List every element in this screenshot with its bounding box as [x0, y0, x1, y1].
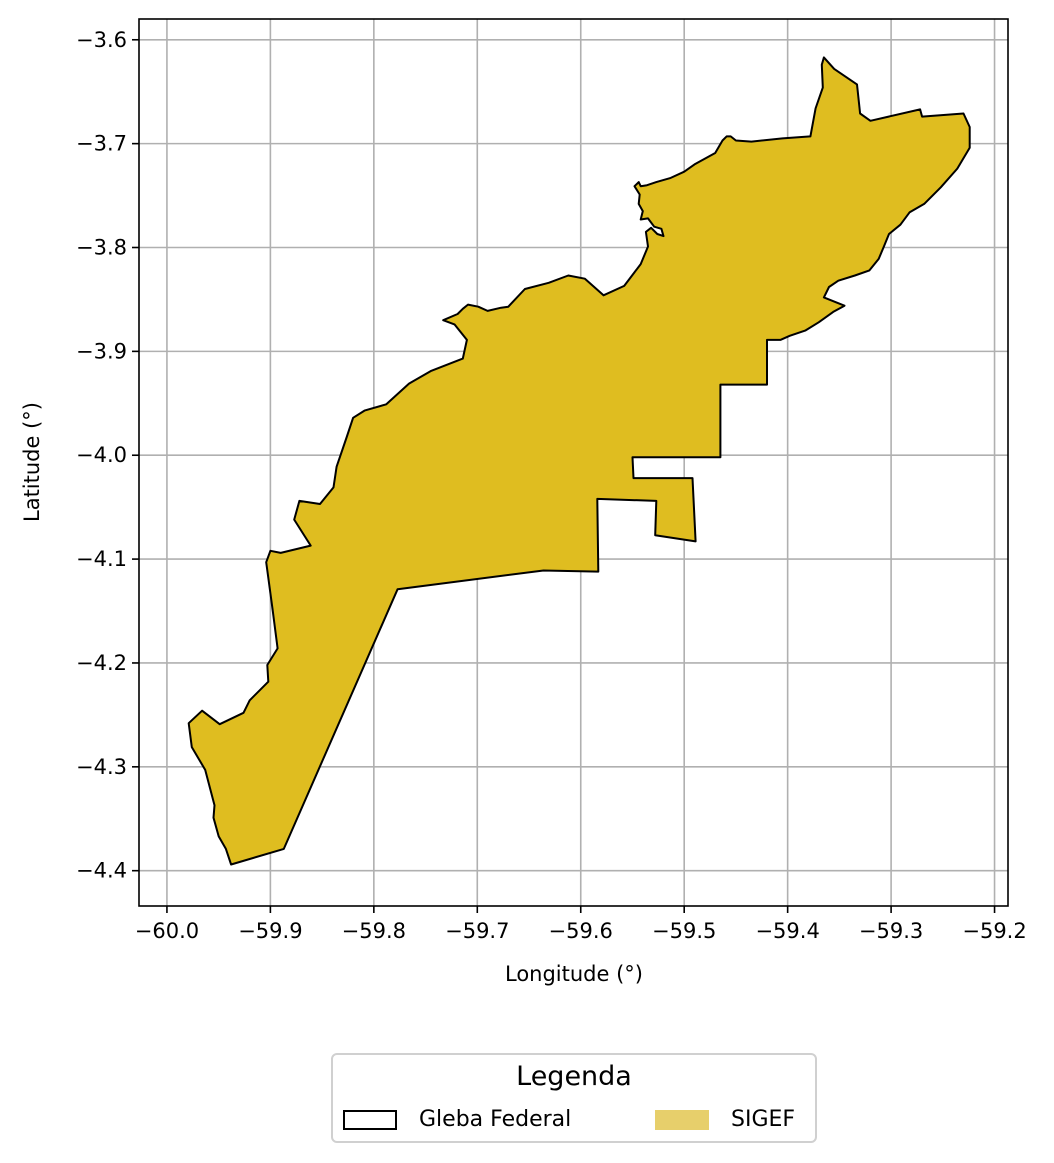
y-tick-label: −4.4 [76, 859, 127, 883]
legend-item-gleba-federal: Gleba Federal [343, 1107, 571, 1132]
x-tick-label: −59.8 [342, 919, 406, 943]
legend-items: Gleba Federal SIGEF [343, 1107, 805, 1137]
axes-frame [138, 18, 1009, 907]
legend-label: Gleba Federal [419, 1107, 572, 1132]
y-axis-label: Latitude (°) [20, 402, 44, 522]
legend-swatch-fill [655, 1109, 709, 1130]
x-tick-label: −59.9 [238, 919, 302, 943]
x-tick-label: −59.7 [445, 919, 509, 943]
x-tick-label: −59.5 [652, 919, 716, 943]
x-axis-ticks: −60.0 −59.9 −59.8 −59.7 −59.6 −59.5 −59.4 −59.3… [135, 906, 1027, 943]
y-tick-label: −3.6 [76, 28, 127, 52]
legend-label: SIGEF [731, 1107, 796, 1132]
y-tick-label: −4.2 [76, 651, 127, 675]
y-tick-label: −3.9 [76, 339, 127, 363]
y-tick-label: −3.7 [76, 132, 127, 156]
x-tick-label: −60.0 [135, 919, 199, 943]
x-tick-label: −59.6 [549, 919, 613, 943]
x-axis-label: Longitude (°) [505, 962, 643, 986]
x-tick-label: −59.2 [962, 919, 1026, 943]
legend-title: Legenda [516, 1061, 632, 1092]
map-region-polygon [187, 56, 971, 866]
y-tick-label: −4.1 [76, 547, 127, 571]
x-tick-label: −59.4 [755, 919, 819, 943]
y-axis-ticks: −3.6 −3.7 −3.8 −3.9 −4.0 −4.1 −4.2 −4.3 −4.4 [76, 28, 139, 883]
y-tick-label: −4.0 [76, 443, 127, 467]
legend-swatch-outline [343, 1109, 397, 1130]
y-tick-label: −4.3 [76, 755, 127, 779]
legend: Legenda Gleba Federal SIGEF [331, 1053, 817, 1143]
x-tick-label: −59.3 [859, 919, 923, 943]
legend-item-sigef: SIGEF [655, 1107, 795, 1132]
y-tick-label: −3.8 [76, 236, 127, 260]
